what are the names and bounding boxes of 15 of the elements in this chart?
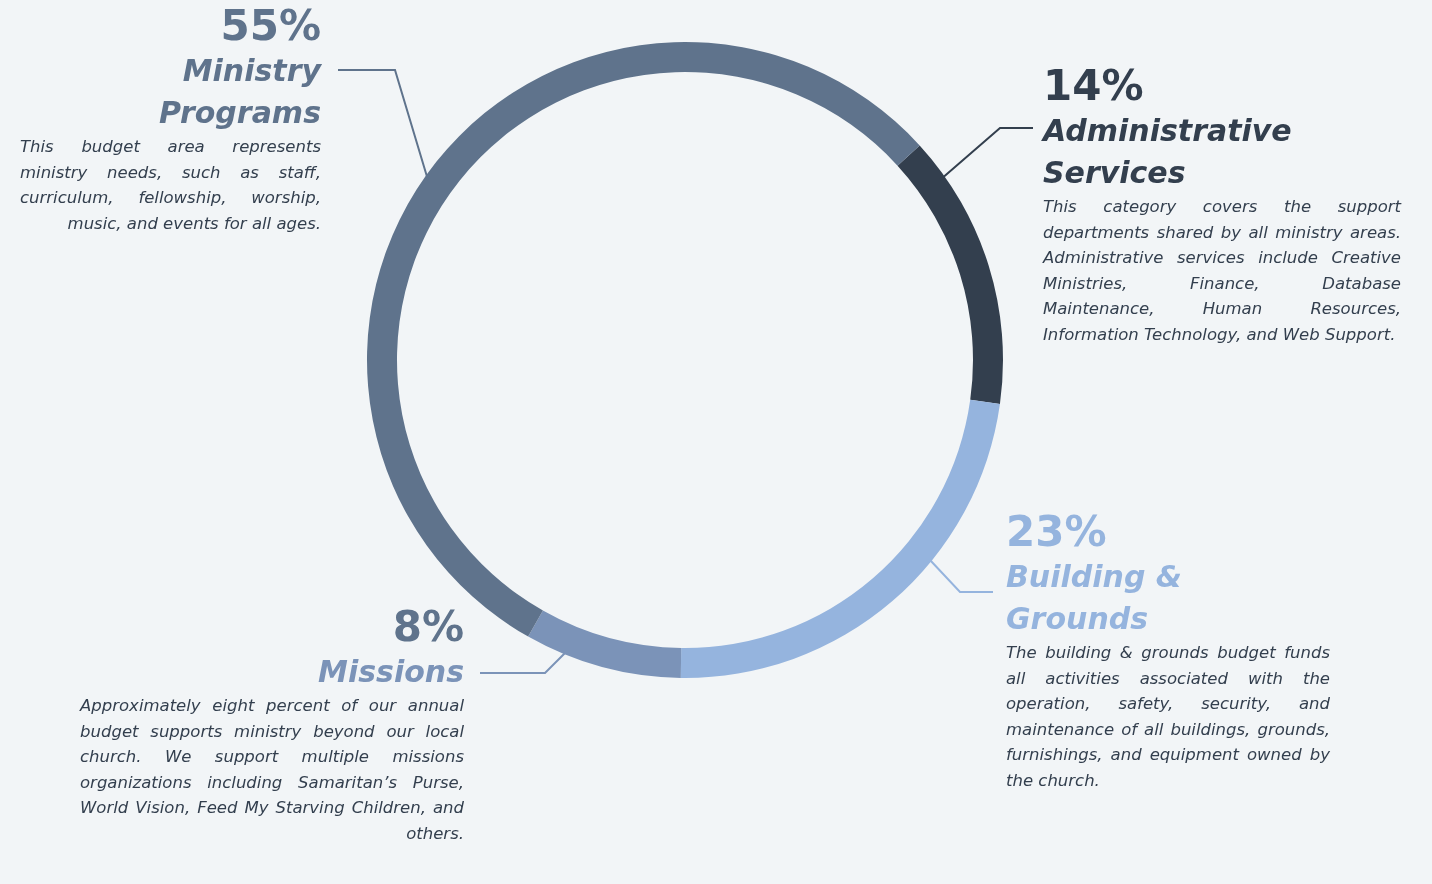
- donut-slice: [528, 610, 682, 678]
- slice-label: Ministry Programs: [157, 52, 321, 132]
- data-label: 55%: [219, 1, 321, 50]
- slice-label: Missions: [317, 653, 464, 691]
- text: The building & grounds budget funds all activities associated with the operation, safety, security, and maintenance of all buildings, grounds, furnishings, and equipment owned by the church.: [1006, 642, 1330, 792]
- slice-label: Administrative Services: [1043, 112, 1293, 192]
- data-label: 14%: [1043, 61, 1145, 110]
- data-label: 8%: [391, 602, 464, 651]
- donut-slice: [680, 399, 1000, 678]
- text: This budget area represents ministry needs, such as staff, curriculum, fellowship, worship, music, and events for all ages.: [20, 136, 321, 235]
- slice-label: Building & Grounds: [1006, 558, 1183, 638]
- text: This category covers the support departments shared by all ministry areas. Administrative services include Creative Ministries, Finance, Database Maintenance, Human Resources, Information Technology, and Web Support.: [1043, 196, 1401, 346]
- donut-slice: [897, 145, 1003, 405]
- text: Approximately eight percent of our annual budget supports ministry beyond our local church. We support multiple missions organizations including Samaritan’s Purse, World Vision, Feed My Starving Children, and others.: [80, 695, 464, 845]
- data-label: 23%: [1006, 507, 1108, 556]
